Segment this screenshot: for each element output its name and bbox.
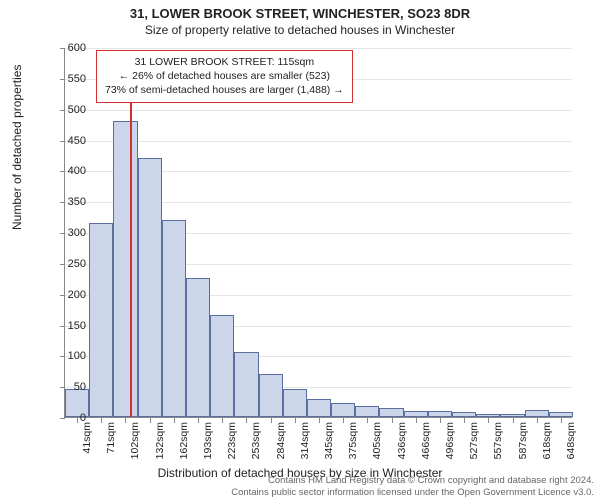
xtick-label: 162sqm (178, 422, 190, 472)
xtick-label: 466sqm (420, 422, 432, 472)
histogram-bar (162, 220, 186, 417)
histogram-bar (549, 412, 573, 417)
ytick-label: 550 (46, 73, 86, 85)
xtick-mark (319, 418, 320, 423)
histogram-bar (331, 403, 355, 417)
histogram-bar (452, 412, 476, 417)
ytick-label: 200 (46, 289, 86, 301)
callout-line1: 31 LOWER BROOK STREET: 115sqm (105, 55, 344, 69)
xtick-label: 375sqm (347, 422, 359, 472)
callout-box: 31 LOWER BROOK STREET: 115sqm ← 26% of d… (96, 50, 353, 103)
histogram-bar (379, 408, 403, 417)
xtick-label: 102sqm (129, 422, 141, 472)
xtick-mark (464, 418, 465, 423)
histogram-bar (525, 410, 549, 417)
xtick-mark (561, 418, 562, 423)
xtick-label: 314sqm (299, 422, 311, 472)
xtick-label: 557sqm (492, 422, 504, 472)
chart-title-block: 31, LOWER BROOK STREET, WINCHESTER, SO23… (0, 0, 600, 38)
xtick-mark (416, 418, 417, 423)
histogram-bar (283, 389, 307, 417)
xtick-label: 223sqm (226, 422, 238, 472)
histogram-bar (500, 414, 524, 417)
xtick-mark (222, 418, 223, 423)
xtick-label: 41sqm (81, 422, 93, 472)
plot-area: 41sqm71sqm102sqm132sqm162sqm193sqm223sqm… (64, 48, 572, 418)
xtick-mark (150, 418, 151, 423)
gridline (65, 48, 572, 49)
footer-note: Contains HM Land Registry data © Crown c… (231, 475, 594, 498)
xtick-label: 587sqm (517, 422, 529, 472)
xtick-mark (343, 418, 344, 423)
histogram-bar (476, 414, 500, 417)
histogram-bar (113, 121, 137, 417)
xtick-mark (367, 418, 368, 423)
xtick-mark (101, 418, 102, 423)
ytick-label: 350 (46, 196, 86, 208)
histogram-bar (355, 406, 379, 417)
gridline (65, 110, 572, 111)
callout-line2: ← 26% of detached houses are smaller (52… (105, 69, 344, 83)
title-main: 31, LOWER BROOK STREET, WINCHESTER, SO23… (0, 6, 600, 23)
title-sub: Size of property relative to detached ho… (0, 23, 600, 39)
xtick-label: 527sqm (468, 422, 480, 472)
histogram-bar (89, 223, 113, 417)
gridline (65, 141, 572, 142)
xtick-mark (488, 418, 489, 423)
histogram-bar (428, 411, 452, 417)
xtick-label: 193sqm (202, 422, 214, 472)
xtick-label: 436sqm (396, 422, 408, 472)
ytick-label: 300 (46, 227, 86, 239)
ytick-label: 100 (46, 350, 86, 362)
ytick-label: 250 (46, 258, 86, 270)
xtick-mark (295, 418, 296, 423)
histogram-bar (307, 399, 331, 418)
ytick-label: 0 (46, 412, 86, 424)
histogram-bar (210, 315, 234, 417)
xtick-label: 253sqm (250, 422, 262, 472)
ytick-label: 450 (46, 135, 86, 147)
xtick-label: 71sqm (105, 422, 117, 472)
xtick-label: 284sqm (275, 422, 287, 472)
chart-area: 41sqm71sqm102sqm132sqm162sqm193sqm223sqm… (64, 48, 572, 418)
subject-marker-line (130, 70, 132, 417)
footer-line1: Contains HM Land Registry data © Crown c… (231, 475, 594, 486)
callout-line3: 73% of semi-detached houses are larger (… (105, 83, 344, 97)
xtick-mark (246, 418, 247, 423)
ytick-label: 50 (46, 381, 86, 393)
xtick-label: 496sqm (444, 422, 456, 472)
xtick-mark (440, 418, 441, 423)
ytick-label: 150 (46, 320, 86, 332)
ytick-label: 500 (46, 104, 86, 116)
histogram-bar (404, 411, 428, 417)
xtick-mark (271, 418, 272, 423)
histogram-bar (186, 278, 210, 417)
histogram-bar (138, 158, 162, 417)
footer-line2: Contains public sector information licen… (231, 487, 594, 498)
y-axis-label: Number of detached properties (10, 65, 24, 230)
ytick-label: 400 (46, 165, 86, 177)
xtick-mark (392, 418, 393, 423)
xtick-label: 132sqm (154, 422, 166, 472)
xtick-label: 405sqm (371, 422, 383, 472)
ytick-label: 600 (46, 42, 86, 54)
xtick-mark (174, 418, 175, 423)
xtick-label: 345sqm (323, 422, 335, 472)
xtick-mark (125, 418, 126, 423)
xtick-mark (198, 418, 199, 423)
xtick-label: 618sqm (541, 422, 553, 472)
xtick-mark (537, 418, 538, 423)
xtick-label: 648sqm (565, 422, 577, 472)
histogram-bar (234, 352, 258, 417)
histogram-bar (259, 374, 283, 417)
xtick-mark (513, 418, 514, 423)
